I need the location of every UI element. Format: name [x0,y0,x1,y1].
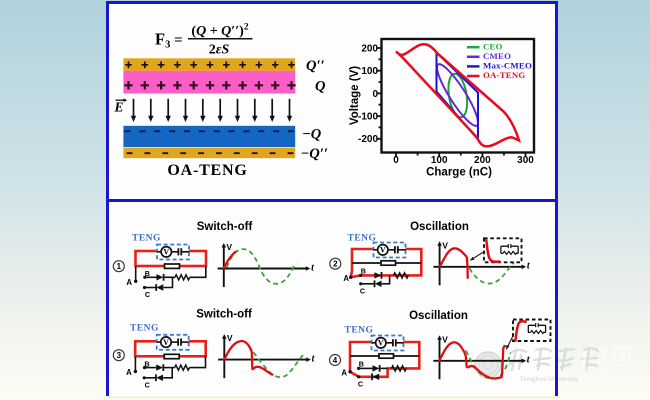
svg-text:V: V [226,242,232,252]
svg-text:-100: -100 [358,112,378,123]
svg-text:Voltage (V): Voltage (V) [349,66,361,125]
svg-text:B: B [145,269,150,278]
svg-text:200: 200 [474,155,491,166]
svg-text:1: 1 [117,262,122,271]
svg-text:F3 =: F3 = [155,30,183,51]
svg-text:300: 300 [517,155,534,166]
svg-text:0: 0 [393,155,399,166]
svg-text:NEWS: NEWS [598,368,629,379]
svg-text:CMEO: CMEO [483,51,511,61]
svg-text:Q: Q [315,79,326,95]
svg-text:OA-TENG: OA-TENG [483,70,525,80]
svg-text:Charge (nC): Charge (nC) [426,167,492,179]
svg-text:t: t [312,353,316,364]
svg-text:V: V [227,333,233,343]
svg-text:A: A [343,274,349,283]
svg-text:4: 4 [333,356,338,365]
svg-text:Switch-off: Switch-off [197,221,253,233]
svg-text:Max-CMEO: Max-CMEO [483,61,532,71]
svg-text:B: B [361,266,366,275]
svg-text:V: V [163,338,169,347]
svg-text:B: B [359,359,364,368]
svg-text:A: A [126,278,132,287]
svg-text:A: A [126,368,132,377]
svg-text:TENG: TENG [348,234,377,244]
svg-text:200: 200 [361,43,378,54]
svg-text:t: t [311,262,315,273]
svg-text:C: C [358,379,363,388]
svg-text:100: 100 [431,155,448,166]
svg-text:V: V [442,240,448,250]
svg-text:-200: -200 [358,134,378,145]
svg-text:(Q + Q′′)2: (Q + Q′′)2 [191,22,248,39]
svg-text:Tsinghua University: Tsinghua University [520,376,579,383]
svg-text:V: V [380,246,386,255]
svg-text:2εS: 2εS [209,43,230,58]
svg-text:C: C [145,290,150,299]
svg-text:E: E [114,100,124,115]
svg-text:OA-TENG: OA-TENG [167,162,247,179]
svg-text:V: V [442,334,448,344]
svg-text:0: 0 [372,89,378,100]
svg-text:Oscillation: Oscillation [410,221,469,233]
svg-text:B: B [144,360,149,369]
svg-text:−Q′′: −Q′′ [301,146,328,162]
svg-text:TENG: TENG [132,234,161,244]
svg-text:Oscillation: Oscillation [409,310,468,322]
svg-text:Q′′: Q′′ [306,58,325,74]
svg-text:V: V [378,339,384,348]
svg-text:Switch-off: Switch-off [196,309,252,321]
svg-text:t: t [527,261,531,272]
svg-text:−Q: −Q [302,127,322,143]
svg-text:t: t [527,355,531,366]
svg-text:A: A [341,369,347,378]
svg-text:C: C [360,286,365,295]
svg-text:V: V [163,248,169,257]
svg-text:TENG: TENG [345,326,374,336]
svg-text:100: 100 [361,66,378,77]
svg-text:C: C [145,380,150,389]
svg-text:3: 3 [117,351,122,360]
svg-text:CEO: CEO [483,41,503,51]
svg-text:TENG: TENG [130,324,159,334]
svg-text:2: 2 [333,260,338,269]
